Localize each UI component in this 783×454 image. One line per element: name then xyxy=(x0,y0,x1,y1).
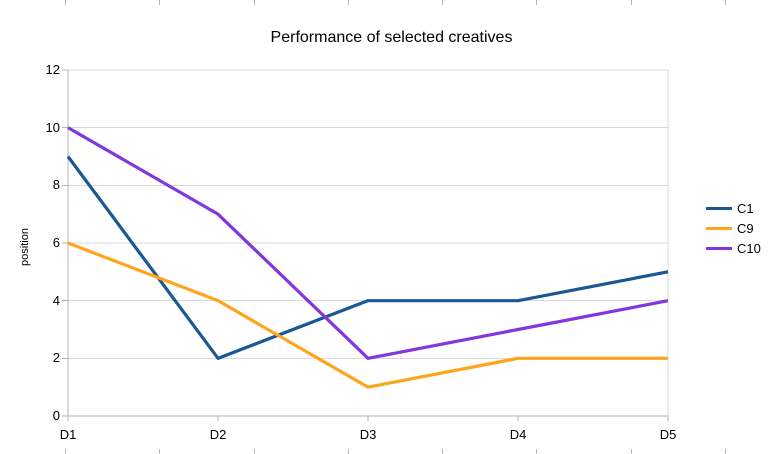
legend: C1 C9 C10 xyxy=(706,198,761,258)
legend-label: C1 xyxy=(737,200,754,216)
ruler-tick xyxy=(65,0,66,5)
series-line-C9[interactable] xyxy=(67,241,668,389)
y-tick-label: 0 xyxy=(52,408,60,423)
x-tick-label: D1 xyxy=(59,427,77,442)
ruler-tick xyxy=(159,0,160,5)
ruler-tick xyxy=(348,0,349,5)
legend-swatch-C9 xyxy=(706,226,732,230)
legend-swatch-C10 xyxy=(706,246,732,250)
ruler-tick xyxy=(442,449,443,454)
ruler-tick xyxy=(725,449,726,454)
y-tick-label: 8 xyxy=(52,177,60,193)
legend-item-C1[interactable]: C1 xyxy=(706,198,761,218)
ruler-tick xyxy=(159,449,160,454)
x-tick-label: D3 xyxy=(359,427,377,442)
ruler-tick xyxy=(631,0,632,5)
ruler-tick xyxy=(725,0,726,5)
legend-label: C10 xyxy=(737,240,761,256)
series-line-C10[interactable] xyxy=(67,126,669,360)
ruler-tick xyxy=(348,449,349,454)
legend-item-C10[interactable]: C10 xyxy=(706,238,761,258)
y-tick-label: 2 xyxy=(52,350,60,366)
x-tick-label: D2 xyxy=(209,427,227,442)
chart-title: Performance of selected creatives xyxy=(270,29,513,46)
x-tick-label: D5 xyxy=(659,427,677,442)
ruler-tick xyxy=(442,0,443,5)
ruler-tick xyxy=(65,449,66,454)
y-tick-label: 10 xyxy=(45,119,60,135)
ruler-tick xyxy=(254,449,255,454)
ruler-tick xyxy=(631,449,632,454)
y-tick-label: 6 xyxy=(52,235,60,250)
legend-label: C9 xyxy=(737,220,754,236)
ruler-tick xyxy=(536,449,537,454)
x-tick-label: D4 xyxy=(509,427,527,442)
series-line-C1[interactable] xyxy=(66,155,669,360)
y-tick-label: 12 xyxy=(45,62,60,77)
legend-swatch-C1 xyxy=(706,206,732,210)
ruler-tick xyxy=(254,0,255,5)
ruler-tick xyxy=(536,0,537,5)
y-tick-label: 4 xyxy=(52,292,60,308)
legend-item-C9[interactable]: C9 xyxy=(706,218,761,238)
